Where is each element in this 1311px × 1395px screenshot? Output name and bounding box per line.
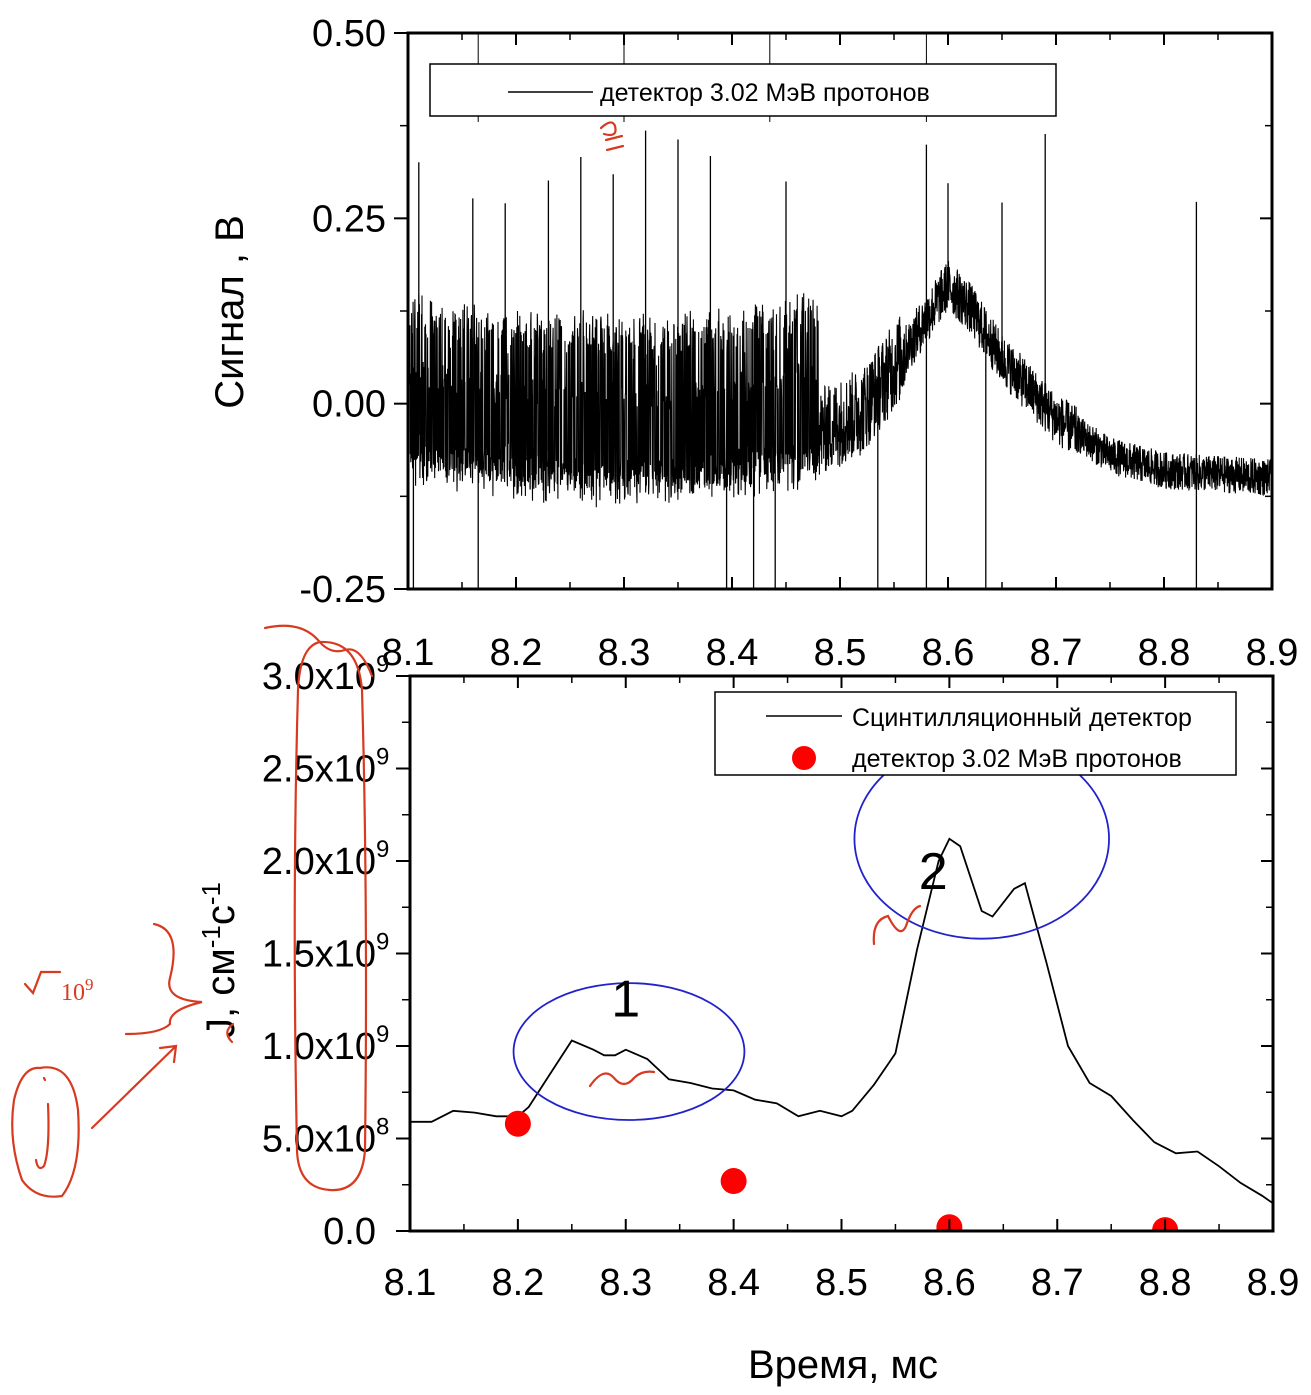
handwritten-arrow [90, 1044, 178, 1130]
bottom-y-tick-labels: 0.05.0x10 81.0x10 91.5x10 92.0x10 92.5x10 93.… [262, 651, 389, 1253]
top-y-axis-title: Сигнал , В [208, 215, 252, 409]
proton-detector-point [720, 1168, 747, 1195]
top-y-tick-label: 0.50 [312, 13, 386, 55]
top-x-tick-labels: 8.1 8.2 8.3 8.4 8.5 8.6 8.7 8.8 8.9 [382, 632, 1299, 674]
bottom-ticks [396, 675, 1274, 1232]
proton-detector-point [504, 1110, 531, 1137]
bottom-y-axis-title: J, см-1с-1 [196, 882, 243, 1038]
bottom-y-tick-label: 0.0 [323, 1211, 376, 1253]
top-x-tick-label: 8.5 [814, 632, 867, 674]
handwritten-marks [11, 121, 922, 1198]
bottom-x-tick-label: 8.4 [707, 1262, 760, 1304]
handwritten-j-enclosure [11, 1066, 80, 1198]
top-y-tick-label: 0.00 [312, 384, 386, 426]
handwritten-scribble-peak2 [872, 904, 922, 946]
bottom-x-tick-label: 8.6 [923, 1262, 976, 1304]
x-axis-title: Время, мс [748, 1343, 938, 1387]
top-y-tick-label: -0.25 [299, 569, 386, 611]
bottom-series [410, 837, 1273, 1231]
top-y-tick-label: 0.25 [312, 198, 386, 240]
bottom-y-tick-exponent: 9 [376, 1021, 389, 1048]
bottom-panel: 8.1 8.2 8.3 8.4 8.5 8.6 8.7 8.8 8.9 0.0 5.0x10 8 1.… [196, 651, 1299, 1387]
bottom-y-tick-label: 2.5x10 [262, 749, 376, 791]
top-x-tick-label: 8.1 [382, 632, 435, 674]
handwritten-scribble-top [599, 121, 625, 152]
top-x-tick-label: 8.4 [706, 632, 759, 674]
top-signal-line [408, 260, 1272, 508]
top-x-tick-label: 8.8 [1138, 632, 1191, 674]
top-legend-label: детектор 3.02 МэВ протонов [600, 79, 930, 107]
scintillation-line [410, 837, 1273, 1205]
bottom-y-tick-exponent: 9 [376, 744, 389, 771]
top-legend-box [429, 63, 1057, 117]
peak-label-2: 2 [919, 843, 948, 901]
bottom-y-tick-label: 1.0x10 [262, 1026, 376, 1068]
peak-annotations: 12 [611, 843, 947, 1029]
bottom-legend-label-protons: детектор 3.02 МэВ протонов [852, 745, 1182, 773]
handwritten-mark-near-j [226, 1022, 235, 1044]
bottom-y-tick-label: 5.0x10 [262, 1119, 376, 1161]
bottom-x-tick-label: 8.2 [491, 1262, 544, 1304]
top-y-tick-labels: -0.25 0.00 0.25 0.50 [299, 13, 386, 611]
bottom-y-tick-label: 3.0x10 [262, 656, 376, 698]
top-x-tick-label: 8.3 [598, 632, 651, 674]
top-panel: 8.1 8.2 8.3 8.4 8.5 8.6 8.7 8.8 8.9 -0.25 0.00 0.2… [208, 13, 1298, 674]
bottom-x-tick-label: 8.1 [384, 1262, 437, 1304]
bottom-y-tick-label: 2.0x10 [262, 841, 376, 883]
top-ticks [394, 32, 1273, 590]
bottom-x-tick-label: 8.8 [1139, 1262, 1192, 1304]
bottom-y-tick-exponent: 9 [376, 836, 389, 863]
bottom-x-tick-labels: 8.1 8.2 8.3 8.4 8.5 8.6 8.7 8.8 8.9 [384, 1262, 1300, 1304]
handwritten-j-letter [34, 1076, 50, 1170]
top-x-tick-label: 8.2 [490, 632, 543, 674]
handwritten-root-sign [23, 970, 62, 996]
bottom-y-tick-exponent: 9 [376, 651, 389, 678]
handwritten-tick-enclosure [293, 640, 368, 1192]
peak-ellipse-1 [512, 982, 746, 1121]
top-x-tick-label: 8.9 [1246, 632, 1299, 674]
bottom-y-tick-exponent: 8 [376, 1114, 389, 1141]
bottom-legend: Сцинтилляционный детектор детектор 3.02 … [714, 691, 1237, 776]
handwritten-scribble-peak1 [588, 1070, 656, 1088]
peak-label-1: 1 [611, 970, 640, 1028]
bottom-x-tick-label: 8.3 [599, 1262, 652, 1304]
bottom-x-tick-label: 8.7 [1031, 1262, 1084, 1304]
handwritten-tick-scribble [263, 624, 374, 678]
top-signal-trace [408, 33, 1272, 589]
top-x-tick-label: 8.6 [922, 632, 975, 674]
handwritten-note-ten: 109 [61, 975, 94, 1006]
bottom-y-tick-exponent: 9 [376, 929, 389, 956]
bottom-x-tick-label: 8.5 [815, 1262, 868, 1304]
bottom-x-tick-label: 8.9 [1247, 1262, 1300, 1304]
annotation-ellipses [512, 737, 1110, 1121]
handwritten-brace [124, 922, 203, 1036]
bottom-y-tick-label: 1.5x10 [262, 934, 376, 976]
top-legend: детектор 3.02 МэВ протонов [429, 63, 1057, 117]
bottom-legend-swatch-point [792, 746, 816, 770]
bottom-legend-label-scint: Сцинтилляционный детектор [852, 704, 1192, 732]
top-x-tick-label: 8.7 [1030, 632, 1083, 674]
